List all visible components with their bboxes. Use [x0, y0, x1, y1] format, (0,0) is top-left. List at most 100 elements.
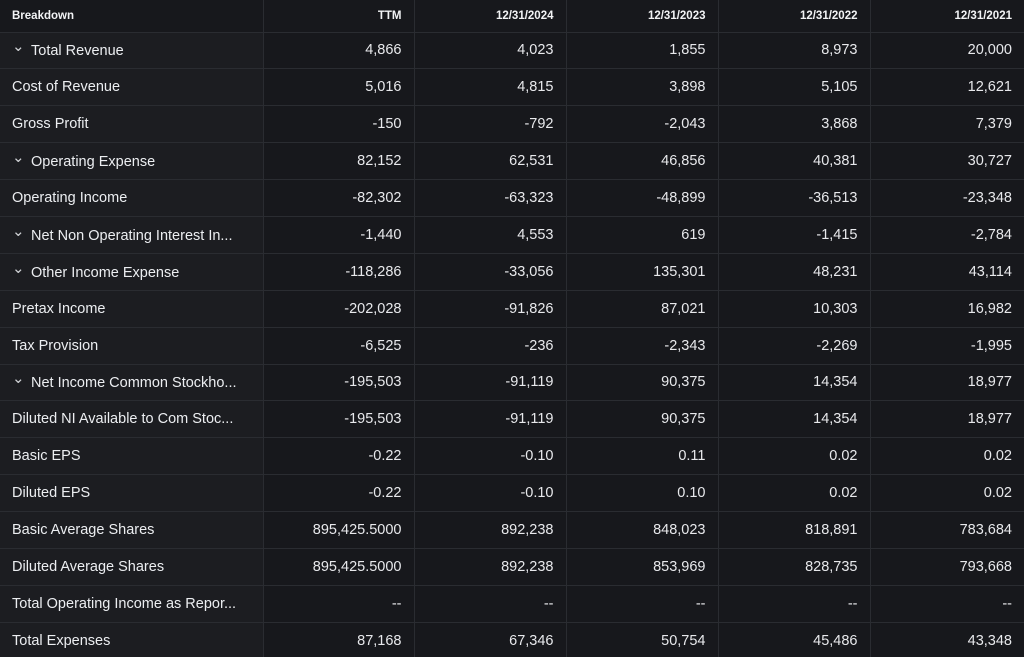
chevron-down-icon[interactable]: ⌄	[12, 222, 25, 240]
row-label: Basic EPS	[0, 437, 264, 476]
cell-value: -33,056	[414, 253, 567, 291]
cell-value: -82,302	[263, 179, 415, 217]
cell-value: --	[870, 585, 1024, 623]
table-row: Basic EPS -0.22 -0.10 0.11 0.02 0.02	[0, 437, 1024, 476]
chevron-down-icon[interactable]: ⌄	[12, 370, 25, 388]
cell-value: 20,000	[870, 32, 1024, 70]
table-row: Cost of Revenue 5,016 4,815 3,898 5,105 12,62…	[0, 68, 1024, 107]
row-label-text: Basic Average Shares	[12, 522, 155, 539]
row-label-text: Tax Provision	[12, 337, 99, 354]
cell-value: 1,855	[566, 32, 719, 70]
cell-value: 50,754	[566, 622, 719, 657]
cell-value: -2,784	[870, 216, 1024, 254]
row-label: Total Expenses	[0, 622, 264, 657]
cell-value: -0.10	[414, 437, 567, 476]
row-label-text: Operating Income	[12, 190, 128, 206]
chevron-down-icon[interactable]: ⌄	[12, 38, 25, 56]
row-label: Operating Income	[0, 179, 264, 217]
cell-value: 18,977	[870, 364, 1024, 402]
cell-value: 12,621	[870, 68, 1024, 107]
cell-value: -792	[414, 105, 567, 144]
row-label-text: Total Operating Income as Repor...	[12, 595, 237, 612]
cell-value: 0.10	[566, 474, 719, 513]
cell-value: -23,348	[870, 179, 1024, 217]
cell-value: 0.02	[870, 474, 1024, 513]
cell-value: -2,043	[566, 105, 719, 144]
row-label-text: Operating Expense	[31, 154, 156, 171]
column-header-2022[interactable]: 12/31/2022	[718, 0, 871, 33]
column-header-ttm[interactable]: TTM	[263, 0, 415, 33]
cell-value: -2,269	[718, 327, 871, 365]
table-row: Diluted NI Available to Com Stoc... -195,…	[0, 400, 1024, 439]
column-header-2021[interactable]: 12/31/2021	[870, 0, 1024, 33]
cell-value: -118,286	[263, 253, 415, 291]
row-label: Diluted EPS	[0, 474, 264, 513]
row-label[interactable]: ⌄ Net Non Operating Interest In...	[0, 216, 264, 254]
cell-value: 0.02	[718, 474, 871, 513]
table-row: Gross Profit -150 -792 -2,043 3,868 7,379	[0, 105, 1024, 144]
row-label: Diluted Average Shares	[0, 548, 264, 586]
header-row: Breakdown TTM 12/31/2024 12/31/2023 12/3…	[0, 0, 1024, 33]
table-row: Basic Average Shares 895,425.5000 892,238 8…	[0, 511, 1024, 549]
cell-value: 82,152	[263, 142, 415, 181]
cell-value: -195,503	[263, 364, 415, 402]
table-row[interactable]: ⌄ Net Non Operating Interest In... -1,440 4…	[0, 216, 1024, 254]
cell-value: -0.22	[263, 474, 415, 513]
cell-value: 62,531	[414, 142, 567, 181]
cell-value: 18,977	[870, 400, 1024, 439]
table-row[interactable]: ⌄ Total Revenue 4,866 4,023 1,855 8,973 20,000	[0, 32, 1024, 70]
chevron-down-icon[interactable]: ⌄	[12, 149, 25, 167]
row-label[interactable]: ⌄ Net Income Common Stockho...	[0, 364, 264, 402]
row-label-text: Diluted NI Available to Com Stoc...	[12, 411, 234, 428]
cell-value: 40,381	[718, 142, 871, 181]
cell-value: 818,891	[718, 511, 871, 549]
row-label: Basic Average Shares	[0, 511, 264, 549]
table-header: Breakdown TTM 12/31/2024 12/31/2023 12/3…	[0, 0, 1024, 33]
cell-value: -1,995	[870, 327, 1024, 365]
row-label-text: Pretax Income	[12, 300, 106, 317]
cell-value: 135,301	[566, 253, 719, 291]
row-label[interactable]: ⌄ Total Revenue	[0, 32, 264, 70]
row-label: Diluted NI Available to Com Stoc...	[0, 400, 264, 439]
cell-value: 8,973	[718, 32, 871, 70]
table-row: Tax Provision -6,525 -236 -2,343 -2,269 -1,99…	[0, 327, 1024, 365]
cell-value: 45,486	[718, 622, 871, 657]
row-label[interactable]: ⌄ Other Income Expense	[0, 253, 264, 291]
row-label[interactable]: ⌄ Operating Expense	[0, 142, 264, 181]
column-header-2024[interactable]: 12/31/2024	[414, 0, 567, 33]
cell-value: 43,348	[870, 622, 1024, 657]
table-body: ⌄ Total Revenue 4,866 4,023 1,855 8,973 20,000…	[0, 32, 1024, 657]
cell-value: 0.11	[566, 437, 719, 476]
cell-value: -0.22	[263, 437, 415, 476]
cell-value: 7,379	[870, 105, 1024, 144]
cell-value: 783,684	[870, 511, 1024, 549]
column-header-2023[interactable]: 12/31/2023	[566, 0, 719, 33]
row-label-text: Total Revenue	[31, 43, 124, 60]
table-row[interactable]: ⌄ Net Income Common Stockho... -195,503 -91…	[0, 364, 1024, 402]
breakdown-header[interactable]: Breakdown	[0, 0, 264, 33]
cell-value: -1,415	[718, 216, 871, 254]
cell-value: --	[414, 585, 567, 623]
cell-value: 3,868	[718, 105, 871, 144]
row-label-text: Total Expenses	[12, 632, 111, 649]
cell-value: 4,815	[414, 68, 567, 107]
row-label-text: Basic EPS	[12, 448, 81, 465]
cell-value: 619	[566, 216, 719, 254]
cell-value: 10,303	[718, 290, 871, 328]
cell-value: --	[263, 585, 415, 623]
table-row[interactable]: ⌄ Operating Expense 82,152 62,531 46,856 40,3…	[0, 142, 1024, 181]
cell-value: -63,323	[414, 179, 567, 217]
cell-value: 48,231	[718, 253, 871, 291]
cell-value: 0.02	[718, 437, 871, 476]
cell-value: -0.10	[414, 474, 567, 513]
chevron-down-icon[interactable]: ⌄	[12, 259, 25, 277]
cell-value: -91,826	[414, 290, 567, 328]
table-row: Diluted Average Shares 895,425.5000 892,23…	[0, 548, 1024, 586]
table-row[interactable]: ⌄ Other Income Expense -118,286 -33,056 135,…	[0, 253, 1024, 291]
table-row: Total Expenses 87,168 67,346 50,754 45,486 43…	[0, 622, 1024, 657]
cell-value: 16,982	[870, 290, 1024, 328]
cell-value: -48,899	[566, 179, 719, 217]
cell-value: 3,898	[566, 68, 719, 107]
cell-value: 30,727	[870, 142, 1024, 181]
